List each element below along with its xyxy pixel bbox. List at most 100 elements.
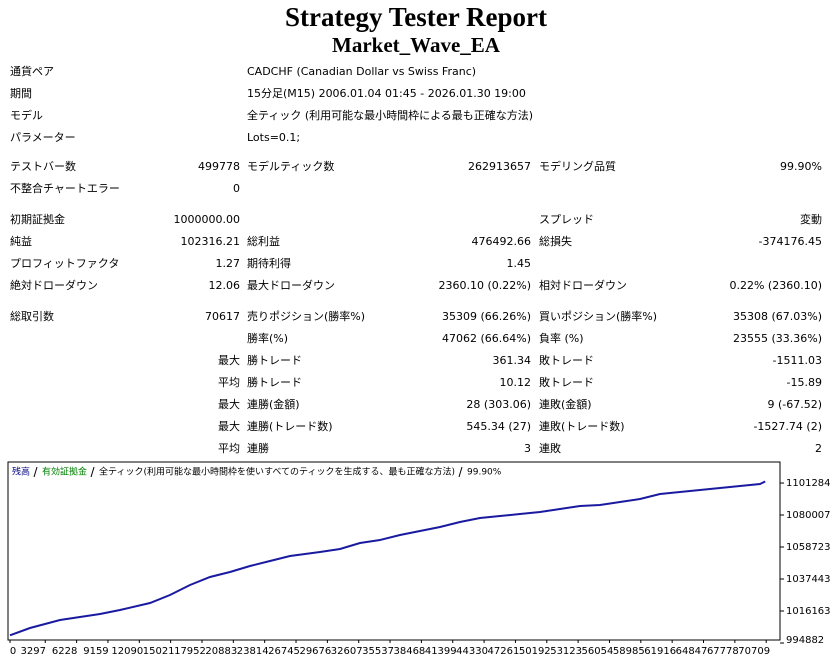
stat-label: 買いポジション(勝率%) (539, 309, 657, 323)
x-tick-label: 56054 (582, 646, 614, 657)
stat-label: 勝トレード (247, 375, 302, 389)
x-tick-label: 70709 (738, 646, 770, 657)
stat-value: 12.06 (209, 279, 241, 292)
stat-value: 28 (303.06) (466, 398, 531, 411)
stat-label: 売りポジション(勝率%) (247, 309, 365, 323)
stat-label: 敗トレード (539, 375, 594, 389)
x-tick-label: 12090 (111, 646, 143, 657)
stat-label: プロフィットファクタ (10, 257, 119, 270)
x-tick-label: 41399 (425, 646, 457, 657)
legend-item: 全ティック(利用可能な最小時間枠を使いすべてのティックを生成する、最も正確な方法… (99, 466, 455, 478)
stat-label: モデルティック数 (247, 159, 334, 173)
balance-line (9, 480, 766, 637)
stat-value: 10.12 (500, 376, 532, 389)
stat-value: 2 (815, 442, 822, 455)
info-value: CADCHF (Canadian Dollar vs Swiss Franc) (247, 65, 476, 78)
stat-value: 0.22% (2360.10) (729, 279, 822, 292)
legend-item: 99.90% (467, 468, 502, 478)
stat-value: -1511.03 (773, 354, 822, 367)
stat-label: 最大ドローダウン (247, 278, 335, 292)
stat-label: 相対ドローダウン (539, 278, 627, 292)
stat-label: モデリング品質 (539, 159, 616, 173)
x-tick-label: 15021 (143, 646, 175, 657)
stat-label: 勝トレード (247, 353, 302, 367)
stat-label: 勝率(%) (247, 331, 288, 345)
x-tick-label: 29676 (299, 646, 331, 657)
info-value: 全ティック (利用可能な最小時間枠による最も正確な方法) (247, 108, 533, 122)
stat-label: テストバー数 (10, 160, 76, 173)
x-tick-label: 26745 (268, 646, 300, 657)
x-tick-label: 53123 (550, 646, 582, 657)
y-tick-label: 1080007 (786, 510, 831, 521)
x-tick-label: 20883 (205, 646, 237, 657)
title: Strategy Tester Report (285, 2, 547, 32)
stat-value: 35308 (67.03%) (733, 310, 822, 323)
y-tick-label: 994882 (786, 635, 824, 646)
stat-value: 平均 (218, 376, 240, 389)
x-tick-label: 44330 (456, 646, 488, 657)
y-tick-label: 1016163 (786, 606, 831, 617)
stat-label: 総利益 (247, 234, 280, 248)
x-tick-label: 23814 (237, 646, 269, 657)
x-tick-label: 3297 (21, 646, 46, 657)
info-label: 通貨ペア (10, 64, 54, 78)
legend-item: 残高 (12, 466, 30, 478)
stat-label: 総取引数 (10, 309, 54, 323)
x-tick-label: 0 (10, 646, 16, 657)
x-tick-label: 67778 (707, 646, 739, 657)
legend-separator (458, 466, 463, 478)
stat-label: 絶対ドローダウン (10, 278, 98, 292)
stat-label: 総損失 (539, 234, 572, 248)
stat-label: 敗トレード (539, 353, 594, 367)
stat-value: 23555 (33.36%) (733, 332, 822, 345)
stat-value: 1000000.00 (174, 213, 240, 226)
stat-label: 連敗 (539, 441, 561, 455)
stat-value: 1.45 (507, 257, 532, 270)
stat-label: 連敗(トレード数) (539, 419, 625, 433)
legend-separator (33, 466, 38, 478)
stat-label: 連勝(金額) (247, 397, 300, 411)
stat-value: -15.89 (787, 376, 822, 389)
stat-value: 102316.21 (181, 235, 241, 248)
stat-value: 361.34 (493, 354, 532, 367)
stat-value: 476492.66 (472, 235, 532, 248)
x-tick-label: 35537 (362, 646, 394, 657)
stat-label: 負率 (%) (539, 331, 584, 345)
x-tick-label: 64847 (676, 646, 708, 657)
stat-value: 499778 (198, 160, 240, 173)
stat-value: -374176.45 (759, 235, 822, 248)
subtitle: Market_Wave_EA (332, 33, 501, 57)
info-label: 期間 (10, 87, 32, 100)
chart-frame (7, 461, 781, 641)
stat-value: 最大 (218, 397, 240, 411)
info-value: 15分足(M15) 2006.01.04 01:45 - 2026.01.30 … (247, 87, 526, 100)
stat-value: 47062 (66.64%) (442, 332, 531, 345)
stat-label: 期待利得 (247, 256, 291, 270)
y-tick-label: 1058723 (786, 542, 831, 553)
stat-value: 1.27 (216, 257, 241, 270)
y-tick-label: 1037443 (786, 574, 831, 585)
info-value: Lots=0.1; (247, 131, 300, 144)
y-tick-label: 1101284 (786, 478, 831, 489)
stat-label: スプレッド (539, 213, 594, 226)
x-tick-label: 32607 (331, 646, 363, 657)
stat-value: 9 (-67.52) (767, 398, 822, 411)
x-tick-label: 50192 (519, 646, 551, 657)
stat-value: 262913657 (468, 160, 531, 173)
stat-value: 35309 (66.26%) (442, 310, 531, 323)
stat-label: 連敗(金額) (539, 397, 592, 411)
stat-label: 連勝(トレード数) (247, 419, 333, 433)
x-tick-label: 47261 (488, 646, 520, 657)
info-label: パラメーター (10, 131, 76, 144)
stat-value: 0 (233, 182, 240, 195)
stat-value: 70617 (205, 310, 240, 323)
stat-value: 2360.10 (0.22%) (438, 279, 531, 292)
stat-label: 初期証拠金 (10, 212, 65, 226)
legend-item: 有効証拠金 (42, 466, 87, 478)
x-tick-label: 38468 (393, 646, 425, 657)
x-tick-label: 58985 (613, 646, 645, 657)
stat-value: 最大 (218, 419, 240, 433)
stat-label: 純益 (10, 234, 32, 248)
